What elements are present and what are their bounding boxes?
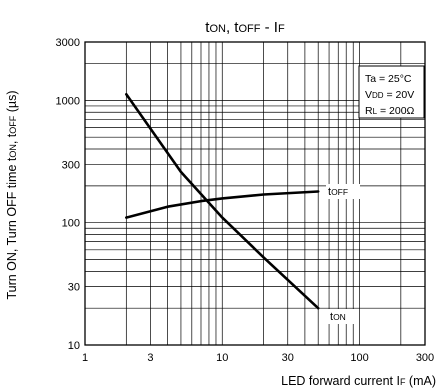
x-tick-label: 100: [350, 352, 368, 364]
toff-label-bg: [326, 184, 360, 199]
y-tick-label: 30: [68, 282, 80, 294]
ton-label-bg: [326, 309, 356, 324]
condition-rl: RL = 200Ω: [365, 105, 415, 117]
x-tick-label: 3: [147, 352, 153, 364]
chart-title: tON, tOFF - IF: [205, 19, 285, 36]
y-axis-label: Turn ON, Turn OFF time tON, tOFF (µs): [5, 90, 19, 299]
tick-labels: 1 3 10 30 100 300 10 30 100 300 1000 3000: [56, 37, 435, 364]
y-tick-label: 1000: [56, 95, 80, 107]
y-tick-label: 3000: [56, 37, 80, 49]
x-tick-label: 30: [282, 352, 294, 364]
x-tick-label: 10: [216, 352, 228, 364]
y-tick-label: 10: [68, 340, 80, 352]
condition-ta: Ta = 25°C: [365, 73, 412, 85]
y-tick-label: 300: [62, 159, 80, 171]
series-label-ton: tON: [330, 311, 346, 323]
x-axis-label: LED forward current IF (mA): [281, 374, 436, 388]
conditions-box: [358, 65, 425, 119]
series-label-toff: tOFF: [328, 186, 348, 198]
y-tick-label: 100: [62, 218, 80, 230]
condition-vdd: VDD = 20V: [365, 89, 414, 101]
series-line-toff: [125, 190, 320, 219]
x-tick-label: 300: [416, 352, 434, 364]
conditions-legend: Ta = 25°C VDD = 20V RL = 200Ω: [358, 65, 425, 119]
plot-frame: [84, 41, 426, 346]
x-tick-label: 1: [82, 352, 88, 364]
series-line-ton: [125, 93, 320, 310]
series-lines: [125, 93, 320, 310]
